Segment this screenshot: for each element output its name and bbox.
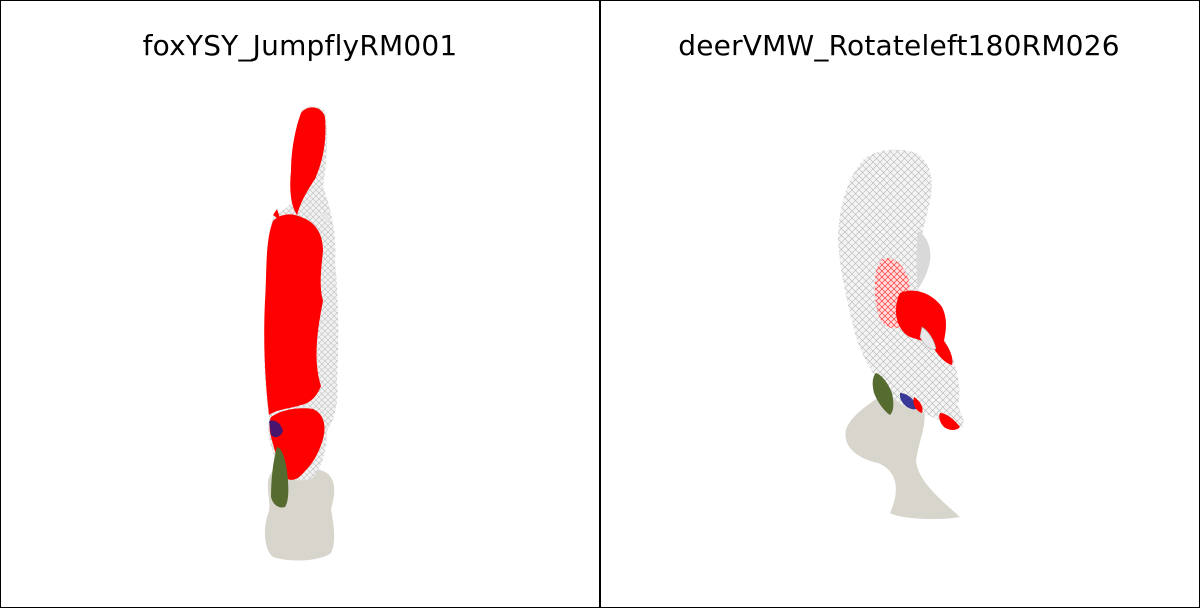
deer-leg <box>872 373 894 415</box>
deer-back-leg <box>916 231 931 289</box>
fox-mesh-render-icon <box>264 106 339 561</box>
deer-head-red <box>939 413 960 430</box>
panel-right: deerVMW_Rotateleft180RM026 <box>600 1 1198 607</box>
panel-title-right: deerVMW_Rotateleft180RM026 <box>678 29 1120 62</box>
panel-left: foxYSY_JumpflyRM001 <box>1 1 599 607</box>
deer-shadow <box>845 388 960 520</box>
deer-mesh-render-icon <box>838 149 964 520</box>
fox-leg <box>271 447 289 508</box>
deer-head-blue <box>900 393 918 410</box>
panel-divider <box>599 1 601 607</box>
panel-title-left: foxYSY_JumpflyRM001 <box>142 29 458 62</box>
deer-head-red-2 <box>913 397 923 413</box>
deer-red-solid <box>896 290 953 365</box>
fox-blue-patch <box>269 420 283 438</box>
deer-ear <box>919 326 937 350</box>
fox-ear-left <box>273 209 281 221</box>
fox-tail <box>290 107 326 215</box>
fox-ear-right <box>319 211 329 223</box>
deer-head <box>886 358 964 430</box>
fox-body-red <box>264 214 323 415</box>
